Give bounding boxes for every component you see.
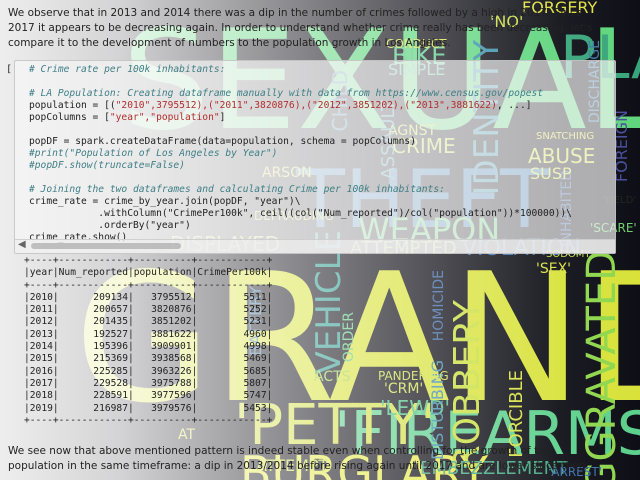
- code-comment: #print("Population of Los Angeles by Yea…: [29, 148, 278, 159]
- code-line: .withColumn("CrimePer100k", ceil((col("N…: [29, 208, 572, 219]
- code-string: "2010",3795512),("2011",3820876),("2012"…: [115, 100, 497, 111]
- wordcloud-word: 'CRM': [384, 381, 424, 397]
- code-comment: # Crime rate per 100k inhabitants:: [29, 64, 226, 75]
- code-line: popDF = spark.createDataFrame(data=popul…: [29, 136, 416, 147]
- code-string: "year","population": [109, 112, 220, 123]
- code-comment: #popDF.show(truncate=False): [29, 160, 185, 171]
- wordcloud-word: ACTS: [314, 369, 351, 385]
- wordcloud-word: AT: [178, 427, 196, 443]
- scroll-left-icon[interactable]: ◀: [18, 239, 26, 250]
- wordcloud-word: ORDER: [341, 312, 357, 363]
- code-line: ]: [219, 112, 226, 123]
- code-comment: # LA Population: Creating dataframe manu…: [29, 88, 544, 99]
- code-line: population = [(: [29, 100, 116, 111]
- code-line: .orderBy("year"): [29, 220, 191, 231]
- code-cell[interactable]: [ # Crime rate per 100k inhabitants: # L…: [6, 60, 616, 254]
- code-editor[interactable]: # Crime rate per 100k inhabitants: # LA …: [29, 64, 572, 244]
- code-line: popColumns = [: [29, 112, 110, 123]
- code-line: crime_rate = crime_by_year.join(popDF, "…: [29, 196, 301, 207]
- cell-prompt: [: [6, 64, 13, 75]
- code-comment: # Joining the two dataframes and calcula…: [29, 184, 445, 195]
- intro-paragraph: We observe that in 2013 and 2014 there w…: [8, 7, 593, 49]
- horizontal-scrollbar[interactable]: ◀: [15, 239, 615, 253]
- wordcloud-word: PANDERING: [378, 369, 449, 383]
- code-line: crime_rate.show(): [29, 232, 128, 243]
- wordcloud-word: HOMICIDE: [431, 270, 447, 342]
- scrollbar-thumb[interactable]: [31, 243, 181, 249]
- outro-paragraph: We see now that above mentioned pattern …: [8, 445, 589, 472]
- wordcloud-word: 'SEX': [536, 261, 572, 277]
- wordcloud-word: FOREIGN: [612, 110, 631, 183]
- code-line: , ...]: [496, 100, 532, 111]
- cell-output-table: +----+------------+----------+----------…: [24, 255, 273, 426]
